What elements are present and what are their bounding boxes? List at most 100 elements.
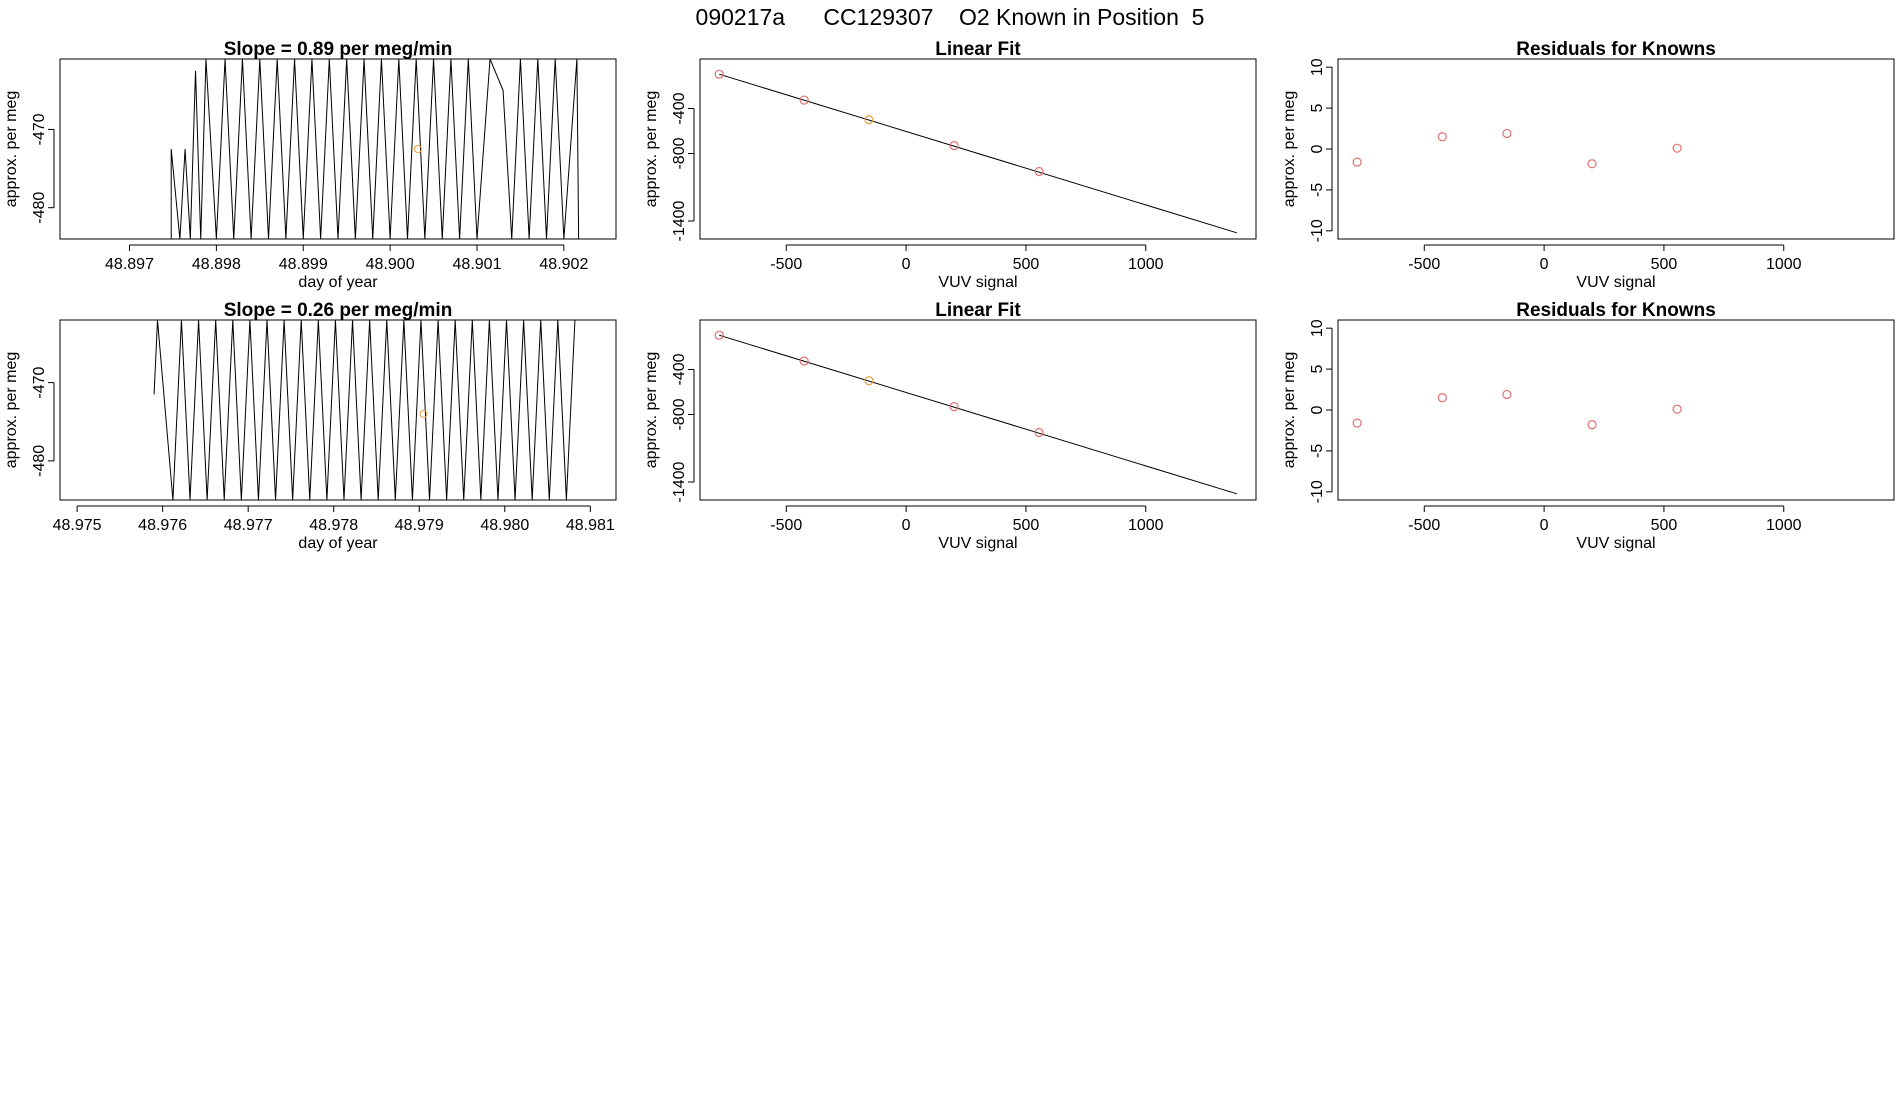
- fit-line: [719, 334, 1237, 495]
- x-axis-label: VUV signal: [1576, 535, 1655, 552]
- data-point: [1587, 159, 1597, 169]
- y-tick-label: -1400: [671, 200, 688, 241]
- x-tick-label: 500: [1013, 256, 1040, 273]
- data-layer: [1352, 389, 1682, 430]
- series-line: [60, 59, 580, 239]
- chart-panel: Slope = 0.26 per meg/min 48.975 48.976 48.9…: [3, 300, 617, 552]
- chart-title: Linear Fit: [935, 300, 1021, 321]
- y-tick-label: 10: [1309, 58, 1326, 76]
- x-tick-label: 1000: [1766, 517, 1802, 534]
- x-tick-label: 48.979: [395, 517, 444, 534]
- chart-title: Slope = 0.26 per meg/min: [224, 300, 453, 321]
- chart-panel: Linear Fit -500 0 500 1000 -1400 -800 -400 VUV s…: [643, 300, 1257, 552]
- x-axis-label: day of year: [298, 274, 378, 291]
- x-tick-label: 0: [1540, 517, 1549, 534]
- x-tick-label: 48.900: [366, 256, 415, 273]
- highlight-point: [419, 409, 428, 418]
- y-tick-label: -470: [31, 113, 48, 145]
- y-axis-label: approx. per meg: [3, 352, 20, 469]
- data-layer: [714, 330, 1237, 495]
- y-tick-label: -800: [671, 398, 688, 430]
- data-point: [1672, 143, 1682, 153]
- y-tick-label: -400: [671, 353, 688, 385]
- chart-title: Slope = 0.89 per meg/min: [224, 39, 453, 60]
- y-axis-label: approx. per meg: [1281, 352, 1298, 469]
- data-point: [799, 356, 809, 366]
- y-tick-label: -10: [1309, 480, 1326, 503]
- x-tick-label: 48.902: [539, 256, 588, 273]
- data-layer: [60, 59, 580, 239]
- highlight-point: [864, 376, 874, 386]
- x-axis-label: VUV signal: [1576, 274, 1655, 291]
- fit-line: [719, 73, 1237, 234]
- x-tick-label: 1000: [1766, 256, 1802, 273]
- y-axis-label: approx. per meg: [643, 91, 660, 208]
- x-tick-label: -500: [1408, 256, 1440, 273]
- chart-title: Linear Fit: [935, 39, 1021, 60]
- data-point: [799, 95, 809, 105]
- y-tick-label: -800: [671, 137, 688, 169]
- plot-frame: [1337, 319, 1895, 501]
- plot-frame: [699, 58, 1257, 240]
- x-tick-label: 0: [902, 517, 911, 534]
- series-line: [153, 320, 576, 500]
- data-point: [1437, 393, 1447, 403]
- y-tick-label: 0: [1309, 405, 1326, 414]
- data-point: [1502, 128, 1512, 139]
- highlight-point: [864, 115, 874, 125]
- x-tick-label: 500: [1013, 517, 1040, 534]
- x-tick-label: 48.899: [279, 256, 328, 273]
- y-tick-label: -400: [671, 92, 688, 124]
- y-tick-label: -1400: [671, 461, 688, 502]
- chart-title: Residuals for Knowns: [1516, 300, 1716, 321]
- y-tick-label: 5: [1309, 104, 1326, 113]
- x-tick-label: 48.977: [224, 517, 273, 534]
- y-tick-label: -470: [31, 366, 48, 398]
- plot-frame: [699, 319, 1257, 501]
- data-point: [1502, 389, 1512, 400]
- y-tick-label: -480: [31, 192, 48, 224]
- x-tick-label: 48.981: [566, 517, 615, 534]
- x-tick-label: 48.901: [453, 256, 502, 273]
- x-tick-label: -500: [770, 517, 802, 534]
- x-tick-label: 0: [902, 256, 911, 273]
- data-layer: [153, 320, 576, 500]
- x-tick-label: 48.897: [105, 256, 154, 273]
- chart-panel: Linear Fit -500 0 500 1000 -1400 -800 -400 VUV s…: [643, 39, 1257, 291]
- data-point: [949, 141, 959, 151]
- y-tick-label: -10: [1309, 219, 1326, 242]
- data-point: [714, 330, 724, 340]
- plot-frame: [1337, 58, 1895, 240]
- x-tick-label: 48.980: [480, 517, 529, 534]
- x-tick-label: 500: [1651, 517, 1678, 534]
- data-point: [1587, 420, 1597, 430]
- x-tick-label: 1000: [1128, 256, 1164, 273]
- data-layer: [1352, 128, 1682, 169]
- plot-frame: [59, 319, 617, 501]
- x-tick-label: 48.976: [138, 517, 187, 534]
- chart-title: Residuals for Knowns: [1516, 39, 1716, 60]
- x-tick-label: -500: [1408, 517, 1440, 534]
- chart-panel: Slope = 0.89 per meg/min 48.897 48.898 48.8…: [3, 39, 617, 291]
- x-axis-label: day of year: [298, 535, 378, 552]
- panels-container: Slope = 0.89 per meg/min 48.897 48.898 48.8…: [3, 39, 1895, 552]
- x-tick-label: 48.898: [192, 256, 241, 273]
- figure-title: 090217a CC129307 O2 Known in Position 5: [696, 4, 1205, 30]
- y-tick-label: 0: [1309, 144, 1326, 153]
- data-point: [1437, 132, 1447, 142]
- data-point: [1672, 404, 1682, 414]
- y-tick-label: 5: [1309, 365, 1326, 374]
- y-tick-label: 10: [1309, 319, 1326, 337]
- y-axis-label: approx. per meg: [643, 352, 660, 469]
- y-tick-label: -5: [1309, 183, 1326, 197]
- data-point: [714, 69, 724, 79]
- y-tick-label: -5: [1309, 444, 1326, 458]
- chart-panel: Residuals for Knowns -500 0 500 1000 -10 -5 0 5 1…: [1281, 300, 1895, 552]
- data-point: [1352, 418, 1362, 428]
- chart-panel: Residuals for Knowns -500 0 500 1000 -10 -5 0 5 1…: [1281, 39, 1895, 291]
- x-tick-label: -500: [770, 256, 802, 273]
- x-axis-label: VUV signal: [938, 535, 1017, 552]
- data-layer: [714, 69, 1237, 234]
- data-point: [1034, 166, 1044, 177]
